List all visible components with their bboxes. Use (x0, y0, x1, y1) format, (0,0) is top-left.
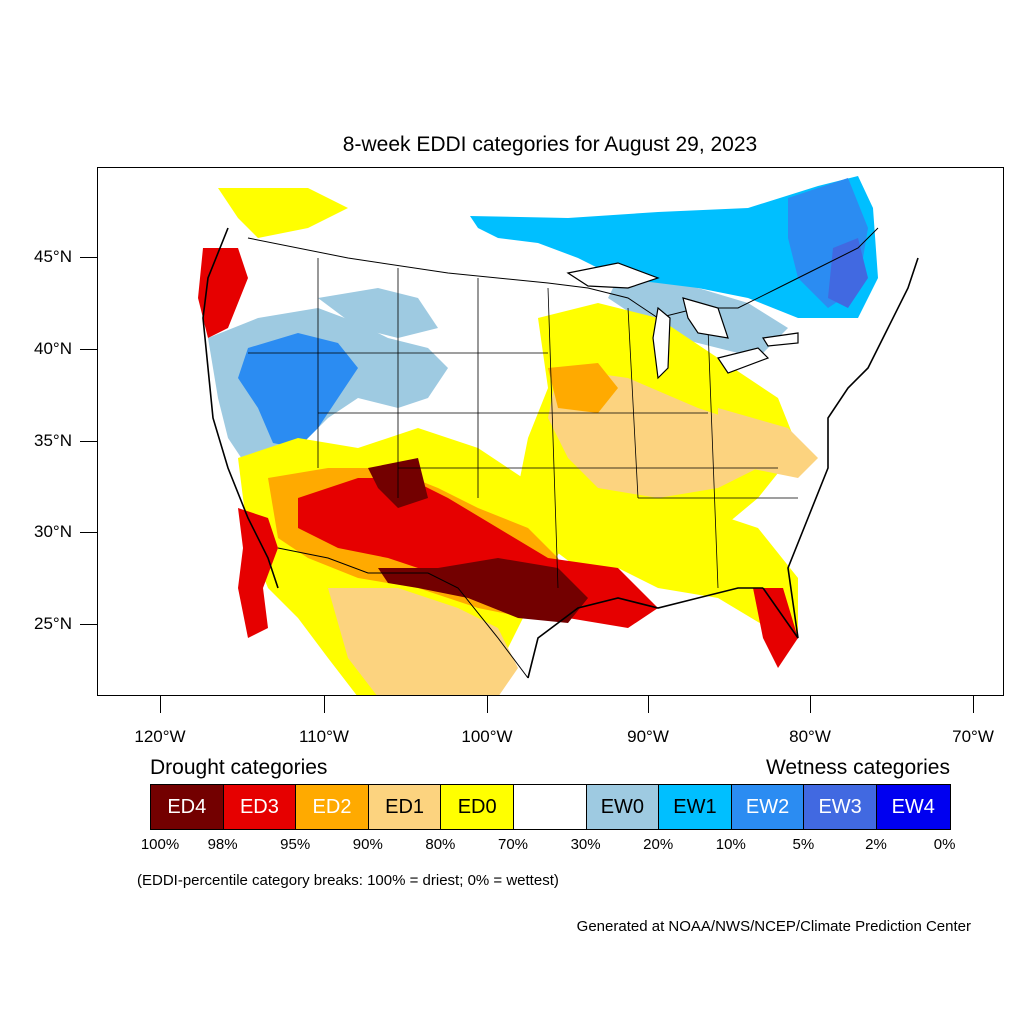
legend-box-ed4: ED4 (151, 785, 224, 829)
legend-break-label: 5% (792, 836, 815, 853)
legend-box-ew4: EW4 (876, 785, 950, 829)
legend-break-label: 98% (207, 836, 238, 853)
dry-region-southeast-ed1 (718, 408, 818, 478)
legend-box-ed1: ED1 (368, 785, 442, 829)
legend-box-ew3: EW3 (804, 785, 877, 829)
lake-huron (682, 297, 729, 339)
lat-tick (80, 624, 97, 625)
lon-label-90w: 90°W (627, 727, 669, 746)
legend-break-label: 100% (140, 836, 180, 853)
atlantic-coast (762, 257, 919, 639)
dry-region-california-ed3 (238, 508, 278, 638)
lon-tick (648, 696, 649, 713)
legend-box-ed2: ED2 (296, 785, 369, 829)
lat-label-30n: 30°N (34, 522, 72, 541)
category-breaks-note: (EDDI-percentile category breaks: 100% =… (137, 872, 559, 889)
wet-region-quebec (828, 238, 868, 308)
lon-tick (160, 696, 161, 713)
legend-box-ew1: EW1 (659, 785, 732, 829)
legend-break-label: 80% (425, 836, 456, 853)
legend-box-ed0: ED0 (441, 785, 514, 829)
dry-region-florida-ed3 (753, 588, 798, 668)
legend-box-ew0: EW0 (586, 785, 660, 829)
lake-superior (566, 262, 660, 289)
credit-line: Generated at NOAA/NWS/NCEP/Climate Predi… (576, 918, 971, 935)
lon-tick (810, 696, 811, 713)
lat-label-25n: 25°N (34, 614, 72, 633)
wet-region-montana (318, 288, 438, 338)
legend-break-label: 90% (352, 836, 383, 853)
map-canvas (198, 176, 919, 695)
map-title: 8-week EDDI categories for August 29, 20… (342, 133, 758, 156)
lon-tick (973, 696, 974, 713)
wetness-categories-heading: Wetness categories (765, 756, 950, 779)
state-lines (248, 258, 798, 589)
dry-region-iowa-ed2 (548, 363, 618, 413)
lon-label-100w: 100°W (461, 727, 513, 746)
legend-break-label: 2% (865, 836, 887, 853)
lat-tick (80, 349, 97, 350)
legend-break-label: 95% (280, 836, 311, 853)
lake-michigan (652, 306, 671, 380)
gulf-coast (527, 587, 763, 679)
lon-label-120w: 120°W (134, 727, 186, 746)
legend-color-bar: ED4 ED3 ED2 ED1 ED0 EW0 EW1 EW2 EW3 EW4 (150, 784, 951, 830)
legend-break-label: 30% (570, 836, 601, 853)
lon-tick (324, 696, 325, 713)
great-lakes (566, 262, 799, 380)
dry-region-southwest-ed1 (328, 588, 518, 695)
lat-tick (80, 441, 97, 442)
legend-box-ew2: EW2 (731, 785, 805, 829)
legend-break-label: 20% (643, 836, 674, 853)
lon-tick (487, 696, 488, 713)
legend-box-ed3: ED3 (223, 785, 297, 829)
lat-label-35n: 35°N (34, 431, 72, 450)
legend-break-label: 10% (715, 836, 746, 853)
eddi-map (97, 167, 1004, 696)
pacific-coast (202, 227, 279, 589)
lake-ontario (762, 332, 799, 347)
lat-tick (80, 257, 97, 258)
legend-box-neutral (513, 785, 587, 829)
wet-region-utah-wyoming (238, 333, 358, 448)
lon-label-80w: 80°W (789, 727, 831, 746)
legend-break-label: 70% (497, 836, 529, 853)
lat-label-40n: 40°N (34, 339, 72, 358)
lat-tick (80, 532, 97, 533)
us-mexico-border (277, 547, 529, 679)
lon-label-70w: 70°W (952, 727, 994, 746)
lat-label-45n: 45°N (34, 247, 72, 266)
drought-categories-heading: Drought categories (150, 756, 328, 779)
wet-region-northern-plains (470, 176, 878, 318)
dry-region-pacific-nw-ed0 (218, 188, 348, 238)
legend-break-label: 0% (933, 836, 956, 853)
dry-region-south-ed0 (608, 498, 798, 638)
lon-label-110w: 110°W (299, 727, 349, 746)
lake-erie (717, 347, 770, 374)
